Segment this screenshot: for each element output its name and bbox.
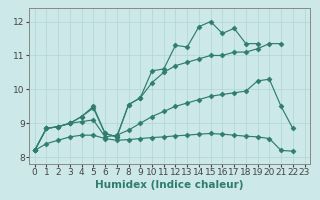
X-axis label: Humidex (Indice chaleur): Humidex (Indice chaleur)	[95, 180, 244, 190]
